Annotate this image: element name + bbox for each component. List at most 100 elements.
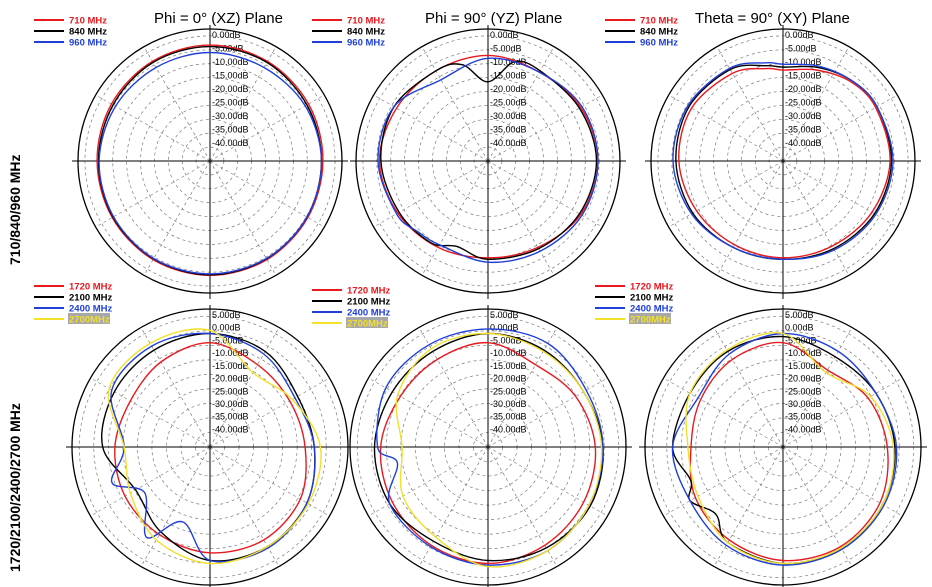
grid-spoke [90, 446, 211, 517]
legend-label: 710 MHz [69, 16, 107, 27]
grid-spoke [713, 446, 784, 567]
grid-spoke [487, 446, 558, 567]
legend-label: 710 MHz [640, 16, 678, 27]
grid-spoke [143, 46, 211, 162]
grid-spoke [487, 160, 555, 276]
series-curve-2700mhz [395, 332, 603, 568]
ring-tick-label: -10.00dB [490, 348, 527, 358]
legend-label: 1720 MHz [347, 286, 391, 297]
grid-spoke [421, 46, 489, 162]
legend-label: 2700MHz [630, 315, 671, 326]
grid-spoke [140, 446, 211, 567]
grid-spoke [418, 327, 489, 448]
polar-chart-2: 0.00dB -5.00dB -10.00dB -15.00dB -20.00dB -25… [312, 16, 626, 299]
series-curve-1720-mhz [689, 341, 889, 562]
grid-spoke [209, 160, 325, 228]
legend-label: 1720 MHz [630, 282, 674, 293]
legend-label: 710 MHz [347, 16, 385, 27]
legend-highlight [629, 313, 671, 324]
grid-spoke [782, 327, 853, 448]
ring-tick-label: -20.00dB [212, 374, 249, 384]
grid-spoke [209, 160, 277, 276]
ring-tick-label: -25.00dB [785, 97, 822, 107]
series-curve-2400-mhz [671, 332, 898, 566]
series-curve-2700mhz [107, 328, 322, 565]
grid-spoke [782, 446, 853, 567]
series-curve-1720-mhz [114, 341, 307, 554]
ring-tick-label: -10.00dB [785, 348, 822, 358]
ring-tick-label: -25.00dB [490, 386, 527, 396]
ring-tick-label: -35.00dB [490, 412, 527, 422]
grid-spoke [782, 377, 903, 448]
ring-tick-label: -30.00dB [490, 399, 527, 409]
ring-tick-label: 0.00dB [212, 323, 241, 333]
legend-label: 2400 MHz [69, 304, 113, 315]
ring-tick-label: -40.00dB [490, 424, 527, 434]
series-curve-840-mhz [380, 60, 598, 261]
ring-tick-label: -40.00dB [212, 424, 249, 434]
ring-tick-label: -30.00dB [490, 111, 527, 121]
grid-spoke [716, 160, 784, 276]
ring-tick-label: -35.00dB [490, 124, 527, 134]
grid-spoke [368, 446, 489, 517]
column-title-yz: Phi = 90° (YZ) Plane [425, 10, 562, 27]
legend-label: 960 MHz [640, 38, 678, 49]
polar-chart-1: 0.00dB-5.00dB-10.00dB-15.00dB-20.00dB-25… [34, 16, 348, 299]
ring-tick-label: -15.00dB [490, 361, 527, 371]
ring-tick-label: 5.00dB [490, 310, 519, 320]
grid-spoke [663, 377, 784, 448]
legend-label: 840 MHz [640, 27, 678, 38]
grid-spoke [373, 160, 489, 228]
ring-tick-label: -10.00dB [212, 57, 249, 67]
grid-spoke [90, 377, 211, 448]
ring-tick-label: -40.00dB [490, 138, 527, 148]
ring-tick-label: -20.00dB [785, 374, 822, 384]
series-curve-2400-mhz [376, 328, 604, 566]
legend-label: 2400 MHz [630, 304, 674, 315]
ring-tick-label: -5.00dB [490, 335, 522, 345]
legend-label: 2700MHz [69, 315, 110, 326]
grid-spoke [421, 160, 489, 276]
grid-spoke [209, 446, 330, 517]
ring-tick-label: -35.00dB [212, 412, 249, 422]
polar-chart-5: 5.00dB 0.00dB -5.00dB -10.00dB -15.00dB -20.0… [312, 286, 632, 587]
legend-label: 2100 MHz [347, 297, 391, 308]
grid-spoke [487, 446, 608, 517]
ring-tick-label: -30.00dB [212, 111, 249, 121]
ring-tick-label: 0.00dB [785, 323, 814, 333]
ring-tick-label: -25.00dB [490, 97, 527, 107]
grid-spoke [782, 160, 898, 228]
legend-label: 2100 MHz [69, 293, 113, 304]
legend-label: 2700MHz [347, 319, 388, 330]
legend-label: 840 MHz [69, 27, 107, 38]
ring-tick-label: -10.00dB [212, 348, 249, 358]
grid-spoke [140, 327, 211, 448]
row-label-high-band: 1720/2100/2400/2700 MHz [7, 403, 23, 572]
polar-chart-3: 0.00dB -5.00dB -10.00dB -15.00dB -20.00dB -25… [605, 16, 921, 299]
ring-tick-label: -40.00dB [785, 424, 822, 434]
series-curve-710-mhz [378, 54, 599, 259]
series-curve-840-mhz [97, 45, 323, 276]
ring-tick-label: -40.00dB [785, 138, 822, 148]
ring-tick-label: -15.00dB [785, 361, 822, 371]
grid-spoke [487, 327, 558, 448]
series-curve-2700mhz [685, 332, 895, 565]
column-title-xy: Theta = 90° (XY) Plane [695, 10, 850, 27]
grid-spoke [668, 160, 784, 228]
ring-tick-label: 5.00dB [785, 310, 814, 320]
ring-tick-label: -40.00dB [212, 138, 249, 148]
legend-label: 2100 MHz [630, 293, 674, 304]
ring-tick-label: -5.00dB [785, 43, 817, 53]
ring-tick-label: -20.00dB [785, 84, 822, 94]
ring-tick-label: -15.00dB [212, 70, 249, 80]
ring-tick-label: 0.00dB [212, 30, 241, 40]
grid-spoke [209, 327, 280, 448]
grid-spoke [782, 446, 903, 517]
grid-spoke [487, 46, 555, 162]
ring-tick-label: -30.00dB [785, 111, 822, 121]
ring-tick-label: -35.00dB [212, 124, 249, 134]
